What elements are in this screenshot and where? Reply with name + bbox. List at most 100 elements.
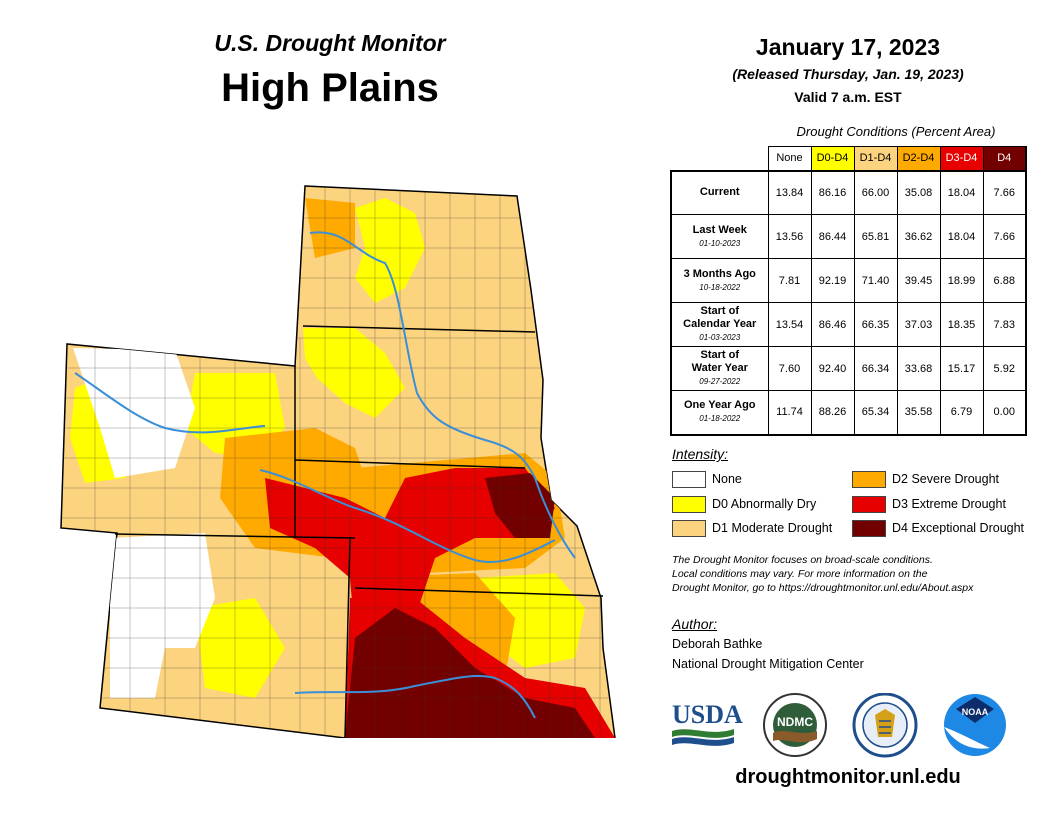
legend-label: D4 Exceptional Drought: [892, 521, 1025, 535]
table-cell: 0.00: [982, 390, 1027, 436]
table-cell: 18.99: [939, 258, 984, 303]
table-cell: 7.83: [982, 302, 1027, 347]
state-border-wy-co: [114, 533, 356, 539]
col-header-d4: D4: [982, 146, 1027, 171]
table-cell: 37.03: [896, 302, 941, 347]
d0-area-colorado: [195, 598, 285, 698]
legend-label: D2 Severe Drought: [892, 472, 1000, 486]
table-cell: 5.92: [982, 346, 1027, 391]
agency-logos: USDA NDMC NOAA: [672, 693, 1006, 758]
legend-swatch: [852, 470, 886, 488]
table-cell: 7.81: [767, 258, 812, 303]
row-label-text: One Year Ago: [683, 399, 756, 412]
legend-swatch: [672, 470, 706, 488]
row-label-text: Start of: [700, 305, 740, 317]
note-line: The Drought Monitor focuses on broad-sca…: [672, 554, 933, 566]
table-cell: 36.62: [896, 214, 941, 259]
legend-item-none: None: [672, 470, 742, 488]
valid-time: Valid 7 a.m. EST: [794, 89, 902, 105]
table-cell: 71.40: [853, 258, 898, 303]
table-cell: 65.81: [853, 214, 898, 259]
drought-map: [60, 185, 616, 738]
legend-swatch: [672, 519, 706, 537]
row-label-date: 01-18-2022: [699, 414, 741, 424]
row-label-date: 01-03-2023: [699, 333, 741, 342]
noaa-logo: NOAA: [944, 694, 1006, 756]
row-label-3-months-ago: 3 Months Ago 10-18-2022: [670, 258, 769, 303]
legend-swatch: [852, 519, 886, 537]
table-cell: 7.66: [982, 169, 1027, 215]
table-cell: 13.56: [767, 214, 812, 259]
row-label-text: Last Week: [692, 223, 747, 236]
d4-area-kansas-sw: [345, 608, 595, 738]
table-cell: 18.04: [939, 169, 984, 215]
table-cell: 65.34: [853, 390, 898, 436]
d4-area-nebraska-east: [485, 473, 555, 538]
row-label-date: 09-27-2022: [699, 377, 741, 386]
legend-item-d3: D3 Extreme Drought: [852, 495, 1006, 513]
map-date: January 17, 2023: [755, 34, 941, 60]
row-label-one-year-ago: One Year Ago 01-18-2022: [670, 390, 769, 436]
table-cell: 92.19: [810, 258, 855, 303]
drought-statistics-table: None D0-D4 D1-D4 D2-D4 D3-D4 D4 Current …: [670, 146, 1027, 436]
row-label-current: Current: [670, 169, 769, 215]
table-row: Start of Water Year 09-27-2022 7.60 92.40 …: [670, 346, 1027, 391]
state-border-ne-ks: [354, 587, 604, 597]
table-caption: Drought Conditions (Percent Area): [796, 124, 996, 139]
legend-label: None: [712, 472, 742, 486]
row-label-text: Start of: [700, 349, 740, 361]
table-cell: 18.04: [939, 214, 984, 259]
usda-logo-text: USDA: [672, 700, 743, 729]
state-border-nd-sd: [302, 325, 536, 333]
table-row: 3 Months Ago 10-18-2022 7.81 92.19 71.40 …: [670, 258, 1027, 303]
author-organization: National Drought Mitigation Center: [672, 657, 864, 671]
col-header-d1-d4: D1-D4: [853, 146, 898, 171]
col-header-d2-d4: D2-D4: [896, 146, 941, 171]
d2-area-nd: [305, 198, 355, 258]
website-url[interactable]: droughtmonitor.unl.edu: [735, 766, 961, 788]
table-cell: 7.60: [767, 346, 812, 391]
table-cell: 18.35: [939, 302, 984, 347]
ndmc-logo-text: NDMC: [777, 715, 813, 729]
legend-item-d1: D1 Moderate Drought: [672, 519, 832, 537]
river-yellowstone: [74, 372, 266, 434]
commerce-seal: [852, 693, 918, 758]
state-border-sd-ne: [294, 459, 526, 469]
table-cell: 66.35: [853, 302, 898, 347]
row-label-text: 3 Months Ago: [683, 267, 756, 280]
legend-label: D0 Abnormally Dry: [712, 497, 817, 511]
row-label-text: Current: [699, 186, 740, 199]
row-label-start-water-year: Start of Water Year 09-27-2022: [670, 346, 769, 391]
row-label-date: 01-10-2023: [699, 238, 741, 248]
table-cell: 11.74: [767, 390, 812, 436]
legend-swatch: [852, 495, 886, 513]
noaa-logo-text: NOAA: [962, 707, 989, 717]
table-row: One Year Ago 01-18-2022 11.74 88.26 65.34…: [670, 390, 1027, 436]
table-cell: 86.46: [810, 302, 855, 347]
row-label-date: 10-18-2022: [699, 282, 741, 292]
legend-heading: Intensity:: [672, 446, 729, 462]
table-cell: 88.26: [810, 390, 855, 436]
d0-area-south-dakota: [303, 328, 405, 418]
table-cell: 35.58: [896, 390, 941, 436]
d3-area-nebraska: [265, 468, 555, 648]
river-platte: [259, 469, 556, 563]
river-missouri: [309, 231, 576, 559]
release-date: (Released Thursday, Jan. 19, 2023): [732, 66, 964, 82]
d0-area-north-dakota: [355, 198, 425, 303]
table-cell: 13.54: [767, 302, 812, 347]
map-title: High Plains: [221, 66, 439, 110]
legend-item-d0: D0 Abnormally Dry: [672, 495, 816, 513]
table-cell: 15.17: [939, 346, 984, 391]
table-cell: 7.66: [982, 214, 1027, 259]
table-row: Current 13.84 86.16 66.00 35.08 18.04 7.…: [670, 169, 1027, 215]
table-cell: 92.40: [810, 346, 855, 391]
map-subtitle: U.S. Drought Monitor: [214, 30, 446, 56]
table-cell: 66.34: [853, 346, 898, 391]
table-row: Last Week 01-10-2023 13.56 86.44 65.81 36…: [670, 214, 1027, 259]
legend-item-d2: D2 Severe Drought: [852, 470, 999, 488]
note-line: Drought Monitor, go to https://droughtmo…: [672, 582, 974, 594]
ndmc-logo: NDMC: [763, 693, 827, 757]
col-header-d0-d4: D0-D4: [810, 146, 855, 171]
table-row: Start of Calendar Year 01-03-2023 13.54 86…: [670, 302, 1027, 347]
